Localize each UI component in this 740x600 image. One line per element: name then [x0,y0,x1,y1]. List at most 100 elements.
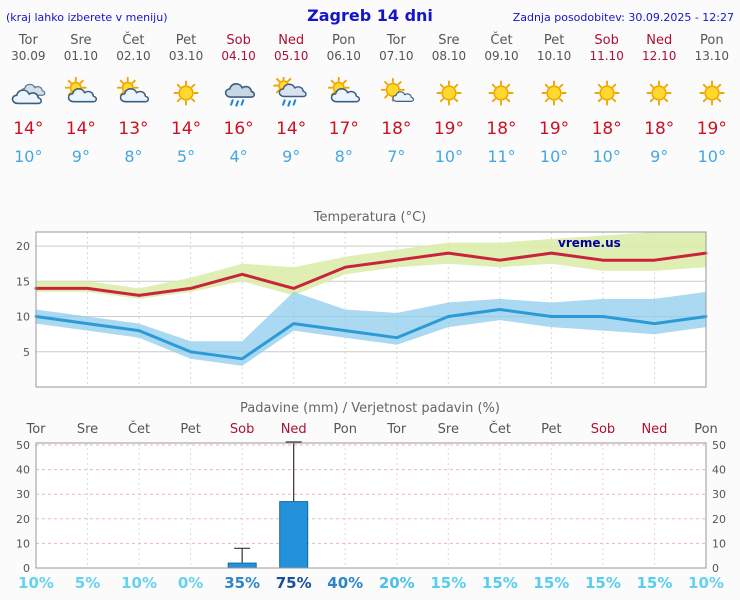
day-high-temp: 14° [13,119,44,139]
day-low-temp: 9° [282,147,301,166]
precip-probability-label: 75% [275,574,312,592]
sunny-icon [160,73,213,113]
day-name: Pon [700,33,724,48]
sunny-icon [633,73,686,113]
svg-text:15: 15 [16,275,30,288]
day-date: 11.10 [589,49,624,63]
day-date: 06.10 [326,49,361,63]
temperature-chart-svg: 5 10 15 20 vreme.us [16,231,708,388]
partly-cloudy-icon [317,73,370,113]
forecast-day-column: Ned 12.10 18° 9° [633,33,686,166]
svg-text:30: 30 [712,488,726,501]
day-date: 30.09 [11,49,46,63]
day-name: Ned [278,33,305,48]
precipitation-chart-title: Padavine (mm) / Verjetnost padavin (%) [240,401,500,416]
precip-probability-label: 15% [636,574,673,592]
day-low-temp: 9° [71,147,90,166]
precip-probability-label: 15% [430,574,467,592]
day-low-temp: 10° [592,147,621,166]
day-name: Ned [646,33,673,48]
day-low-temp: 10° [539,147,569,166]
day-high-temp: 18° [591,119,622,139]
sunny-icon [686,73,739,113]
svg-text:20: 20 [712,513,726,526]
temperature-chart: 5 10 15 20 vreme.us [0,225,740,395]
precip-day-label: Sre [76,422,99,437]
svg-text:10: 10 [16,311,30,324]
forecast-day-column: Pet 10.10 19° 10° [528,33,581,166]
day-name: Pet [175,33,197,48]
precip-probability-label: 40% [327,574,364,592]
menu-hint: (kraj lahko izberete v meniju) [6,11,168,24]
precip-day-label: Tor [26,422,46,437]
precip-probability-label: 20% [378,574,415,592]
day-low-temp: 10° [434,147,464,166]
day-low-temp: 11° [487,147,516,166]
precip-probability-label: 10% [688,574,724,592]
forecast-day-column: Pon 13.10 19° 10° [686,33,739,166]
day-high-temp: 14° [65,119,96,139]
precip-probability-label: 35% [224,574,261,592]
svg-text:10: 10 [712,537,726,550]
precip-probability-label: 15% [533,574,570,592]
forecast-day-column: Tor 07.10 18° 7° [370,33,423,166]
day-name: Tor [386,33,406,48]
precip-probability-label: 10% [18,574,54,592]
day-date: 10.10 [536,49,572,63]
forecast-day-column: Pet 03.10 14° 5° [160,33,213,166]
day-date: 09.10 [484,49,519,63]
sunny-icon [580,73,633,113]
svg-text:20: 20 [16,240,30,253]
day-high-temp: 19° [539,119,570,139]
day-date: 07.10 [379,49,414,63]
forecast-day-column: Ned 05.10 14° 9° [265,33,318,166]
precip-probability-label: 15% [481,574,518,592]
mostly-sunny-icon [370,73,423,113]
forecast-day-column: Sob 11.10 18° 10° [580,33,633,166]
day-name: Pet [543,33,565,48]
precip-day-label: Pon [694,422,718,437]
precip-day-label: Sre [437,422,459,437]
day-name: Sre [70,33,92,48]
day-high-temp: 19° [433,119,464,139]
day-name: Sob [594,33,619,48]
precipitation-chart-svg: 0 0 10 10 20 20 30 30 40 40 50 50 [16,439,726,575]
day-high-temp: 18° [381,119,412,139]
svg-text:40: 40 [712,464,726,477]
day-date: 05.10 [274,49,309,63]
partly-cloudy-icon [107,73,160,113]
day-name: Tor [18,33,38,48]
precip-day-label: Sob [229,422,255,437]
watermark: vreme.us [558,236,621,250]
precip-day-label: Pet [180,422,201,437]
day-date: 12.10 [642,49,677,63]
precip-probability-label: 5% [74,574,101,592]
forecast-day-column: Pon 06.10 17° 8° [317,33,370,166]
forecast-day-column: Čet 09.10 18° 11° [475,33,528,166]
forecast-day-column: Tor 30.09 14° 10° [2,33,55,166]
day-low-temp: 9° [650,147,669,166]
day-low-temp: 7° [387,147,406,166]
svg-text:30: 30 [16,488,30,501]
precip-probability-label: 10% [121,574,158,592]
precip-day-label: Pet [541,422,562,437]
day-date: 13.10 [694,49,729,63]
day-high-temp: 18° [486,119,517,139]
precip-bar [279,501,309,569]
svg-text:20: 20 [16,513,30,526]
precipitation-chart: 0 0 10 10 20 20 30 30 40 40 50 50 [0,439,740,575]
svg-text:0: 0 [712,562,719,574]
forecast-table: Tor 30.09 14° 10° Sre 01.10 14° 9° Čet 02.10 13° 8°… [0,33,740,166]
temperature-chart-title: Temperatura (°C) [313,210,427,225]
day-high-temp: 16° [223,119,254,139]
precip-day-label: Sob [590,422,616,437]
day-low-temp: 5° [176,147,196,166]
sunny-icon [475,73,528,113]
day-name: Sob [226,33,251,48]
day-low-temp: 10° [14,147,43,166]
precip-bar [227,562,257,569]
precip-day-label: Tor [387,422,407,437]
precip-probability-label: 15% [584,574,621,592]
day-low-temp: 8° [334,147,353,166]
precip-day-label: Pon [333,422,358,437]
